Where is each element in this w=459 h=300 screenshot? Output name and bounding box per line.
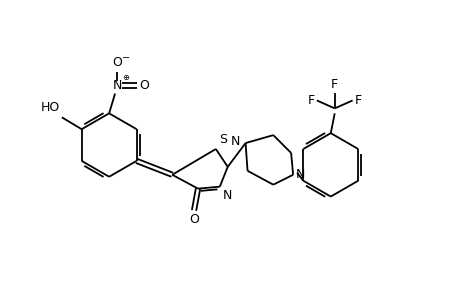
Text: F: F xyxy=(330,78,337,91)
Text: S: S xyxy=(218,133,226,146)
Text: F: F xyxy=(354,94,361,107)
Text: N: N xyxy=(231,135,240,148)
Text: O: O xyxy=(112,56,122,69)
Text: O: O xyxy=(189,213,199,226)
Text: F: F xyxy=(307,94,314,107)
Text: N: N xyxy=(222,189,232,202)
Text: N: N xyxy=(112,79,122,92)
Text: ⊕: ⊕ xyxy=(122,73,129,82)
Text: O: O xyxy=(139,79,148,92)
Text: N: N xyxy=(296,168,305,181)
Text: HO: HO xyxy=(40,101,60,114)
Text: −: − xyxy=(122,53,130,63)
